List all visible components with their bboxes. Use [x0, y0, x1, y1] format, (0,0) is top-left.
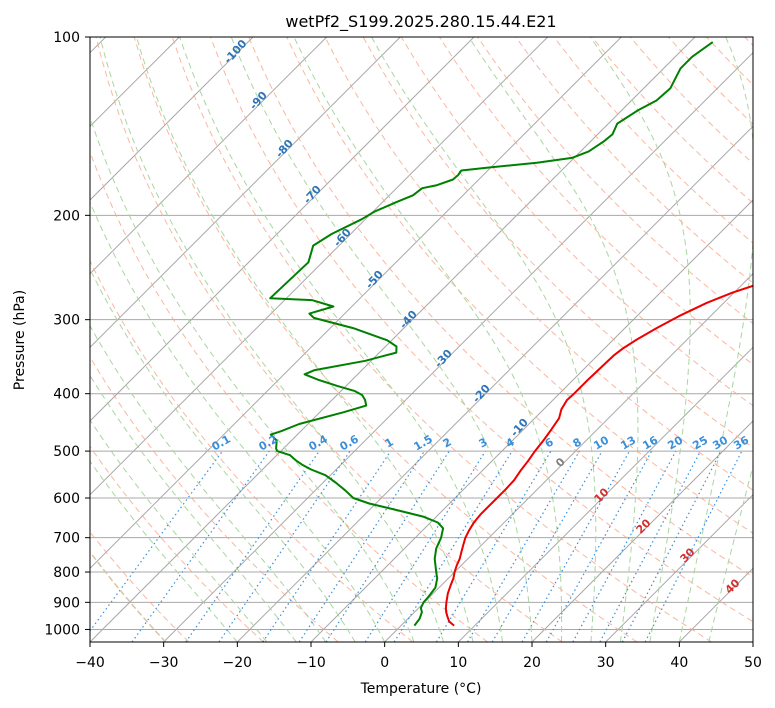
chart-title: wetPf2_S199.2025.280.15.44.E21 [285, 12, 556, 32]
dry-adiabat-line [171, 37, 712, 642]
mixing-ratio-line [491, 450, 603, 642]
moist-adiabat-line [293, 37, 563, 642]
y-tick-label: 600 [53, 491, 80, 507]
moist-adiabat-lines [90, 37, 753, 642]
y-tick-label: 400 [53, 387, 80, 403]
moist-adiabat-line [230, 37, 533, 642]
mixing-ratio-line [393, 450, 513, 642]
mixing-ratio-line [545, 450, 653, 642]
moist-adiabat-line [99, 37, 445, 642]
x-tick-label: 20 [523, 655, 541, 671]
sounding-series [269, 41, 753, 627]
dry-adiabat-line [95, 37, 563, 642]
isotherm-line [163, 51, 753, 642]
y-tick-label: 900 [53, 595, 80, 611]
moist-adiabat-line [179, 37, 503, 642]
isotherm-line [90, 37, 475, 422]
dry-adiabat-line [210, 37, 753, 623]
plot-area: -100-90-80-70-60-50-40-30-20-100.1 0.2 0.4… [90, 37, 753, 642]
mixing-ratio-line [185, 450, 320, 642]
mixing-ratio-line [131, 450, 270, 642]
moist-adiabat-line [708, 464, 753, 642]
moist-adiabat-line [468, 37, 639, 642]
pressure-grid [90, 37, 753, 630]
isotherm-line [90, 37, 622, 570]
x-tick-label: −40 [75, 655, 105, 671]
parcel-curve-line [90, 550, 167, 642]
dry-adiabat-line [90, 259, 414, 642]
moist-adiabat-line [90, 460, 238, 642]
x-tick-label: 50 [744, 655, 762, 671]
moist-adiabat-line [371, 37, 597, 642]
isotherm-line [236, 125, 753, 642]
dry-adiabat-line [90, 445, 264, 642]
isotherm-lines [90, 37, 753, 642]
moist-adiabat-line [90, 115, 415, 642]
mixing-ratio-lines [90, 450, 743, 642]
isotherm-line [90, 37, 696, 642]
moist-adiabat-line [136, 37, 474, 642]
mixing-ratio-line [435, 450, 552, 642]
y-tick-label: 700 [53, 531, 80, 547]
isotherm-line [384, 272, 753, 642]
isotherm-line [531, 420, 753, 642]
mixing-ratio-line [572, 450, 677, 642]
moist-adiabat-line [90, 419, 268, 642]
y-tick-label: 500 [53, 444, 80, 460]
y-tick-label: 100 [53, 30, 80, 46]
moist-adiabat-line [90, 268, 356, 642]
y-tick-label: 300 [53, 313, 80, 329]
x-tick-label: −30 [149, 655, 179, 671]
x-tick-label: −20 [223, 655, 253, 671]
y-tick-label: 200 [53, 208, 80, 224]
isotherm-line [457, 346, 753, 642]
moist-adiabat-line [90, 374, 297, 642]
x-tick-label: 0 [380, 655, 389, 671]
x-tick-label: 30 [597, 655, 615, 671]
mixing-ratio-line [364, 450, 486, 642]
dewpoint-line [269, 41, 714, 627]
mixing-ratio-line [466, 450, 580, 642]
temperature-line [444, 284, 753, 627]
dry-adiabat-line [515, 37, 753, 284]
x-axis-label: Temperature (°C) [360, 681, 482, 697]
mixing-ratio-line [325, 450, 450, 642]
x-tick-label: 40 [670, 655, 688, 671]
parcel-curve [90, 550, 167, 642]
y-tick-label: 1000 [44, 622, 80, 638]
x-axis-ticks: −40 −30 −20 −10 0 10 20 30 40 50 [75, 642, 762, 671]
isotherm-line [90, 37, 328, 275]
isotherm-line [90, 37, 254, 201]
moist-adiabat-line [678, 37, 753, 642]
dry-adiabat-line [133, 37, 638, 642]
moist-adiabat-line [90, 200, 386, 642]
dry-adiabat-line [324, 37, 753, 491]
y-axis-label: Pressure (hPa) [12, 290, 28, 390]
x-tick-label: 10 [449, 655, 467, 671]
isotherm-line [605, 493, 753, 642]
y-axis-ticks: 100 200 300 400 500 600 700 800 900 1000 [44, 30, 90, 638]
mixing-ratio-line [521, 450, 631, 642]
y-tick-label: 800 [53, 565, 80, 581]
dry-adiabat-line [286, 37, 753, 534]
dry-adiabat-line [248, 37, 753, 578]
moist-adiabat-line [589, 37, 691, 642]
plot-frame [89, 36, 754, 643]
isotherm-line [90, 37, 401, 349]
x-tick-label: −10 [296, 655, 326, 671]
mixing-ratio-line [298, 450, 425, 642]
